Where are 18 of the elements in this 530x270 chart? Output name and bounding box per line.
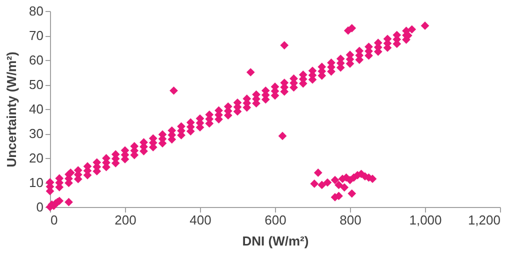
x-tick-label: 0: [50, 212, 58, 228]
y-axis-title: Uncertainty (W/m²): [4, 52, 20, 168]
y-tick-label: 50: [29, 77, 44, 92]
y-tick-label: 80: [29, 4, 44, 18]
x-tick-label: 1,000: [409, 212, 442, 228]
y-tick-label: 20: [29, 150, 44, 166]
y-tick-label: 70: [29, 28, 44, 43]
x-tick-label: 1,200: [468, 212, 500, 228]
y-tick-label: 60: [29, 52, 44, 68]
y-tick-label: 40: [29, 102, 44, 116]
y-tick-label: 0: [36, 200, 44, 214]
y-tick-label: 10: [29, 175, 44, 190]
x-tick-label: 800: [340, 212, 362, 228]
x-tick-label: 200: [114, 212, 136, 228]
x-tick-label: 400: [190, 212, 212, 228]
y-tick-label: 30: [29, 126, 44, 141]
x-tick-label: 600: [264, 212, 286, 228]
x-axis-title: DNI (W/m²): [242, 234, 309, 248]
